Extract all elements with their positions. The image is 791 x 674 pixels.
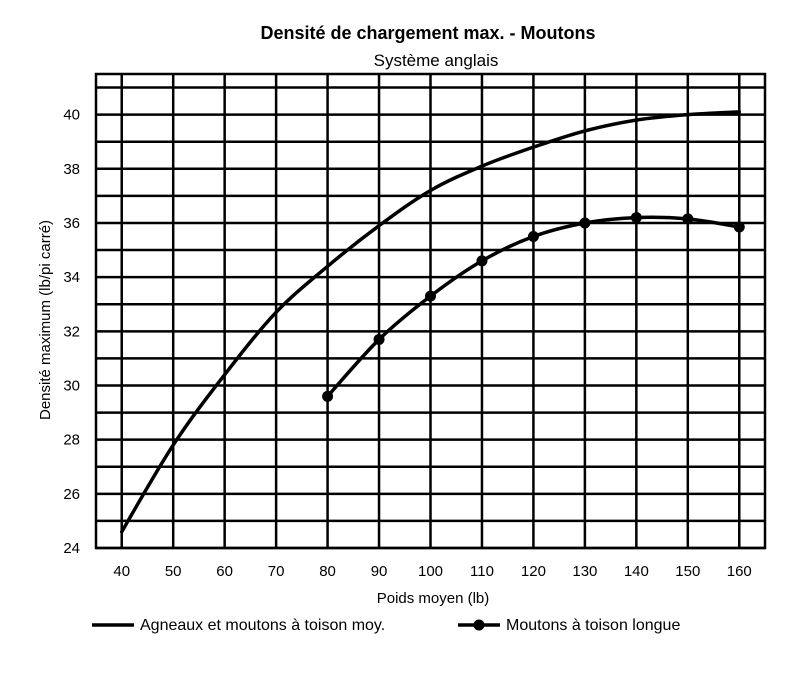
x-tick-label: 130	[572, 563, 597, 580]
y-tick-label: 24	[63, 540, 80, 557]
y-axis-label: Densité maximum (lb/pi carré)	[37, 220, 54, 420]
chart-title: Densité de chargement max. - Moutons	[260, 23, 595, 43]
x-tick-label: 70	[268, 563, 285, 580]
x-tick-label: 50	[165, 563, 182, 580]
x-tick-label: 90	[371, 563, 388, 580]
series-line-1	[119, 110, 742, 534]
series-2-point	[733, 221, 745, 233]
y-tick-label: 34	[63, 269, 80, 286]
y-tick-label: 28	[63, 432, 80, 449]
series-2-point	[527, 231, 539, 243]
x-tick-label: 40	[113, 563, 130, 580]
series-2-point	[630, 212, 642, 224]
series-2-point	[476, 255, 488, 267]
x-tick-label: 140	[624, 563, 649, 580]
x-tick-label: 100	[418, 563, 443, 580]
legend-label-2: Moutons à toison longue	[506, 617, 680, 634]
x-tick-label: 80	[319, 563, 336, 580]
x-tick-label: 120	[521, 563, 546, 580]
series-layer	[119, 110, 745, 534]
y-tick-label: 26	[63, 486, 80, 503]
legend-marker-2	[473, 619, 485, 631]
series-2-point	[373, 333, 385, 345]
series-2-point	[322, 390, 334, 402]
y-tick-label: 32	[63, 323, 80, 340]
series-2-point	[425, 290, 436, 302]
y-tick-label: 38	[63, 161, 80, 178]
x-tick-label: 60	[216, 563, 233, 580]
grid	[94, 72, 767, 550]
x-tick-label: 160	[727, 563, 752, 580]
y-tick-label: 30	[63, 377, 80, 394]
y-tick-label: 40	[63, 107, 80, 124]
y-tick-label: 36	[63, 215, 80, 232]
series-2-point	[682, 213, 694, 225]
chart-subtitle: Système anglais	[374, 51, 499, 70]
x-axis-label: Poids moyen (lb)	[377, 590, 490, 607]
legend-label-1: Agneaux et moutons à toison moy.	[140, 617, 385, 634]
axis-ticks: 40 50 60 70 80 90 100 110 120 130 140 150 160 24 26 28 3…	[63, 107, 751, 580]
x-tick-label: 110	[470, 563, 494, 580]
series-2-point	[579, 217, 591, 229]
x-tick-label: 150	[675, 563, 700, 580]
legend: Agneaux et moutons à toison moy. Moutons …	[92, 617, 680, 634]
